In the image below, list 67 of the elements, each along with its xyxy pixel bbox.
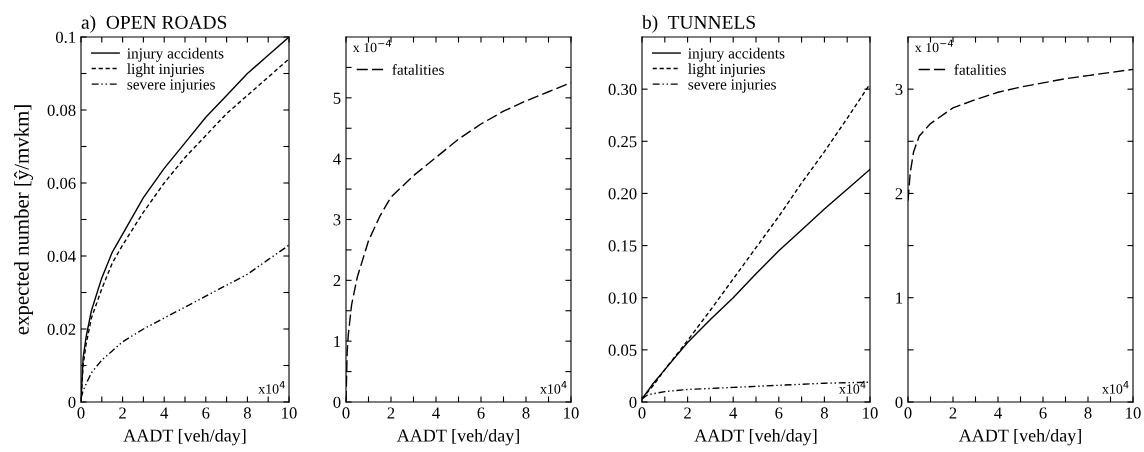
legend-label: severe injuries — [688, 79, 776, 93]
legend-label: injury accidents — [127, 47, 224, 62]
x-axis-title: AADT [veh/day] — [694, 428, 817, 446]
y-tick-label: 2 — [895, 188, 903, 200]
y-tick-label: 0.05 — [608, 344, 637, 356]
y-tick-label: 0.20 — [608, 188, 637, 200]
x-tick-label: 6 — [775, 407, 783, 419]
legend-label: fatalities — [954, 64, 1006, 75]
y-tick-label: 0 — [68, 396, 76, 408]
x-tick-label: 6 — [202, 407, 210, 419]
x-tick-label: 6 — [1039, 407, 1047, 419]
x-tick-label: 10 — [1126, 407, 1141, 419]
y-axis-title: expected number [ŷ/mvkm] — [14, 105, 34, 335]
y-tick-label: 1 — [334, 335, 341, 347]
y-tick-label: 0.1 — [55, 31, 76, 44]
y-tick-label: 3 — [333, 214, 341, 226]
x-tick-label: 8 — [522, 407, 530, 419]
x-tick-label: 2 — [119, 407, 126, 419]
x-tick-label: 0 — [77, 407, 85, 419]
y-tick-label: 0.08 — [47, 104, 76, 117]
x-tick-label: 4 — [432, 407, 440, 419]
x-tick-label: 4 — [160, 407, 169, 419]
legend-label: light injuries — [688, 63, 765, 78]
y-tick-label: 1 — [896, 292, 903, 304]
legend-label: severe injuries — [127, 79, 215, 93]
y-tick-label: 0.30 — [608, 83, 637, 96]
annotation: x 10$^{−4}$ — [352, 39, 391, 53]
annotation: x 10$^{−4}$ — [914, 39, 953, 53]
y-tick-label: 0.04 — [47, 250, 76, 263]
chart-title: a) OPEN ROADS — [81, 15, 227, 33]
x-axis-title: AADT [veh/day] — [396, 428, 519, 446]
x-tick-label: 6 — [477, 407, 485, 419]
x-axis-title: AADT [veh/day] — [958, 428, 1081, 446]
x-axis-title: AADT [veh/day] — [123, 428, 246, 446]
x-tick-label: 0 — [904, 407, 912, 419]
x-tick-label: 10 — [564, 407, 579, 419]
x-tick-label: 10 — [282, 407, 297, 419]
x-tick-label: 4 — [994, 407, 1002, 419]
annotation: x10$^{4}$ — [540, 381, 567, 394]
y-tick-label: 2 — [333, 275, 341, 287]
y-tick-label: 5 — [333, 92, 341, 104]
x-tick-label: 0 — [638, 407, 646, 419]
x-tick-label: 2 — [387, 407, 395, 419]
x-tick-label: 2 — [684, 407, 691, 419]
y-tick-label: 4 — [333, 153, 341, 165]
x-tick-label: 8 — [820, 407, 828, 419]
y-tick-label: 0.25 — [608, 135, 637, 148]
y-tick-label: 0.15 — [608, 240, 637, 252]
y-tick-label: 0 — [629, 396, 637, 408]
legend-label: fatalities — [392, 64, 444, 75]
x-tick-label: 8 — [243, 407, 251, 419]
annotation: x10$^{4}$ — [1102, 381, 1129, 394]
chart-title: b) TUNNELS — [642, 15, 755, 33]
y-tick-label: 0.02 — [47, 323, 76, 336]
y-tick-label: 3 — [895, 83, 903, 96]
x-tick-label: 0 — [342, 407, 350, 419]
y-tick-label: 0 — [333, 396, 341, 408]
x-tick-label: 2 — [949, 407, 957, 419]
y-tick-label: 0.10 — [608, 292, 637, 304]
legend-label: injury accidents — [688, 47, 785, 62]
annotation: x10$^{4}$ — [258, 381, 285, 394]
x-tick-label: 8 — [1084, 407, 1092, 419]
legend-label: light injuries — [127, 63, 204, 78]
y-tick-label: 0 — [895, 396, 903, 408]
x-tick-label: 4 — [729, 407, 738, 419]
y-tick-label: 0.06 — [47, 177, 76, 190]
x-tick-label: 10 — [863, 407, 878, 419]
